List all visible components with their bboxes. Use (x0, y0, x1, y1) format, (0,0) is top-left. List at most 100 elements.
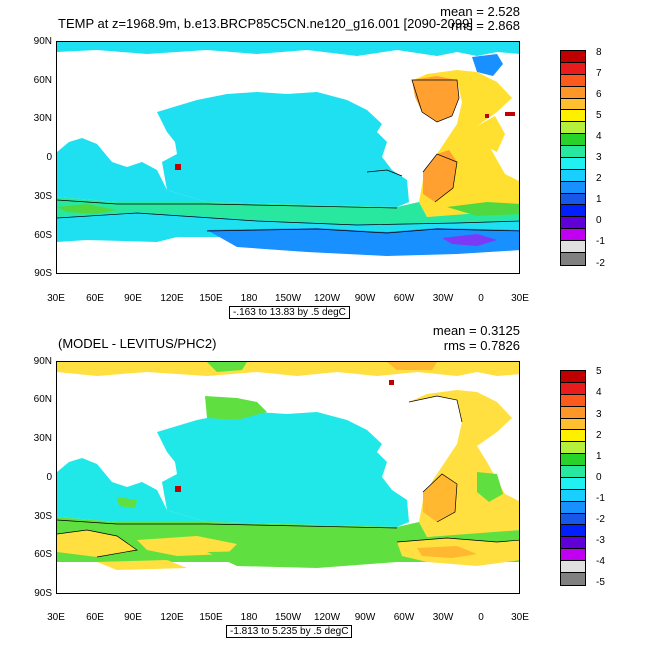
p1-lat-label: 60S (34, 230, 52, 241)
p1-lon-label: 30E (47, 293, 65, 304)
colorbar-swatch (561, 430, 585, 443)
colorbar-swatch (561, 193, 585, 206)
panel1-rms: rms = 2.868 (450, 18, 520, 33)
panel1-map (56, 41, 520, 274)
arctic-ocean (57, 42, 519, 56)
panel2-mean: mean = 0.3125 (432, 323, 520, 338)
p1-lon-label: 60W (393, 293, 415, 304)
p2-lon-label: 30W (432, 612, 454, 623)
p2-colorbar-label: -3 (596, 535, 605, 546)
p1-lat-label: 60N (33, 75, 52, 86)
colorbar-swatch (561, 241, 585, 253)
colorbar-swatch (561, 442, 585, 455)
p2-lon-label: 0 (478, 612, 484, 623)
p2-lat-label: 30N (33, 433, 52, 444)
p2-colorbar-label: 0 (596, 472, 602, 483)
p2-colorbar-label: 2 (596, 430, 602, 441)
p1-lat-label: 90N (33, 36, 52, 47)
colorbar-swatch (561, 549, 585, 561)
p1-lat-label: 30S (34, 191, 52, 202)
p2-colorbar-label: -5 (596, 577, 605, 588)
colorbar-swatch (561, 394, 585, 407)
p2-colorbar-label: 4 (596, 387, 602, 398)
panel2-rms: rms = 0.7826 (443, 338, 520, 353)
p2-colorbar-label: -1 (596, 493, 605, 504)
colorbar-swatch (561, 477, 585, 490)
colorbar-swatch (561, 406, 585, 419)
colorbar-swatch (561, 371, 585, 383)
panel1-colorbar (560, 50, 586, 266)
colorbar-swatch (561, 98, 585, 111)
p1-lon-label: 90W (354, 293, 376, 304)
p2-lat-label: 60N (33, 394, 52, 405)
p2-lon-label: 90E (124, 612, 142, 623)
colorbar-swatch (561, 466, 585, 478)
panel2-map-graphic (57, 362, 519, 570)
p2-lon-label: 30E (47, 612, 65, 623)
p2-lat-label: 30S (34, 511, 52, 522)
p1-colorbar-label: 8 (596, 47, 602, 58)
indian-ocean (57, 138, 207, 202)
colorbar-swatch (561, 181, 585, 194)
colorbar-swatch (561, 74, 585, 87)
panel2-title: (MODEL - LEVITUS/PHC2) (58, 336, 217, 351)
colorbar-swatch (561, 252, 585, 265)
panel1-map-graphic (57, 42, 519, 256)
p2-colorbar-label: 5 (596, 366, 602, 377)
p2-lon-label: 120W (313, 612, 341, 623)
p2-lat-label: 0 (46, 472, 52, 483)
panel1-title: TEMP at z=1968.9m, b.e13.BRCP85C5CN.ne12… (58, 16, 473, 31)
p2-lon-label: 150W (274, 612, 302, 623)
p1-lat-label: 0 (46, 152, 52, 163)
p1-lon-label: 150W (274, 293, 302, 304)
p1-lon-label: 90E (124, 293, 142, 304)
p1-lon-label: 120E (160, 293, 184, 304)
colorbar-swatch (561, 146, 585, 158)
p1-lat-label: 90S (34, 268, 52, 279)
p1-lon-label: 180 (240, 293, 258, 304)
colorbar-swatch (561, 157, 585, 170)
p2-lon-label: 30E (511, 612, 529, 623)
p1-lon-label: 60E (86, 293, 104, 304)
colorbar-swatch (561, 134, 585, 146)
p2-lat-label: 90S (34, 588, 52, 599)
colorbar-swatch (561, 217, 585, 230)
p1-colorbar-label: 4 (596, 131, 602, 142)
p2-lon-label: 60E (86, 612, 104, 623)
colorbar-swatch (561, 418, 585, 431)
p2-lon-label: 150E (199, 612, 223, 623)
colorbar-swatch (561, 62, 585, 75)
p1-lon-label: 30W (432, 293, 454, 304)
p1-colorbar-label: 2 (596, 173, 602, 184)
p1-colorbar-label: 7 (596, 68, 602, 79)
pacific-ocean (157, 92, 409, 207)
colorbar-swatch (561, 572, 585, 585)
p1-lat-label: 30N (33, 113, 52, 124)
p1-lon-label: 0 (478, 293, 484, 304)
colorbar-swatch (561, 122, 585, 135)
p1-colorbar-label: 1 (596, 194, 602, 205)
colorbar-swatch (561, 169, 585, 182)
colorbar-swatch (561, 525, 585, 538)
panel2-colorbar (560, 370, 586, 586)
panel2-range-info: -1.813 to 5.235 by .5 degC (226, 625, 353, 638)
p1-lon-label: 120W (313, 293, 341, 304)
colorbar-swatch (561, 561, 585, 573)
p2-colorbar-label: -2 (596, 514, 605, 525)
p2-lon-label: 90W (354, 612, 376, 623)
panel1-mean: mean = 2.528 (440, 4, 520, 19)
p2-colorbar-label: -4 (596, 556, 605, 567)
p1-colorbar-label: 6 (596, 89, 602, 100)
p2-lat-label: 60S (34, 549, 52, 560)
p2-colorbar-label: 1 (596, 451, 602, 462)
colorbar-swatch (561, 51, 585, 63)
p2-lon-label: 120E (160, 612, 184, 623)
colorbar-swatch (561, 205, 585, 218)
p1-colorbar-label: 3 (596, 152, 602, 163)
p1-colorbar-label: 0 (596, 215, 602, 226)
p2-lat-label: 90N (33, 356, 52, 367)
colorbar-swatch (561, 501, 585, 514)
panel1-range-info: -.163 to 13.83 by .5 degC (229, 306, 350, 319)
colorbar-swatch (561, 454, 585, 466)
colorbar-swatch (561, 110, 585, 123)
